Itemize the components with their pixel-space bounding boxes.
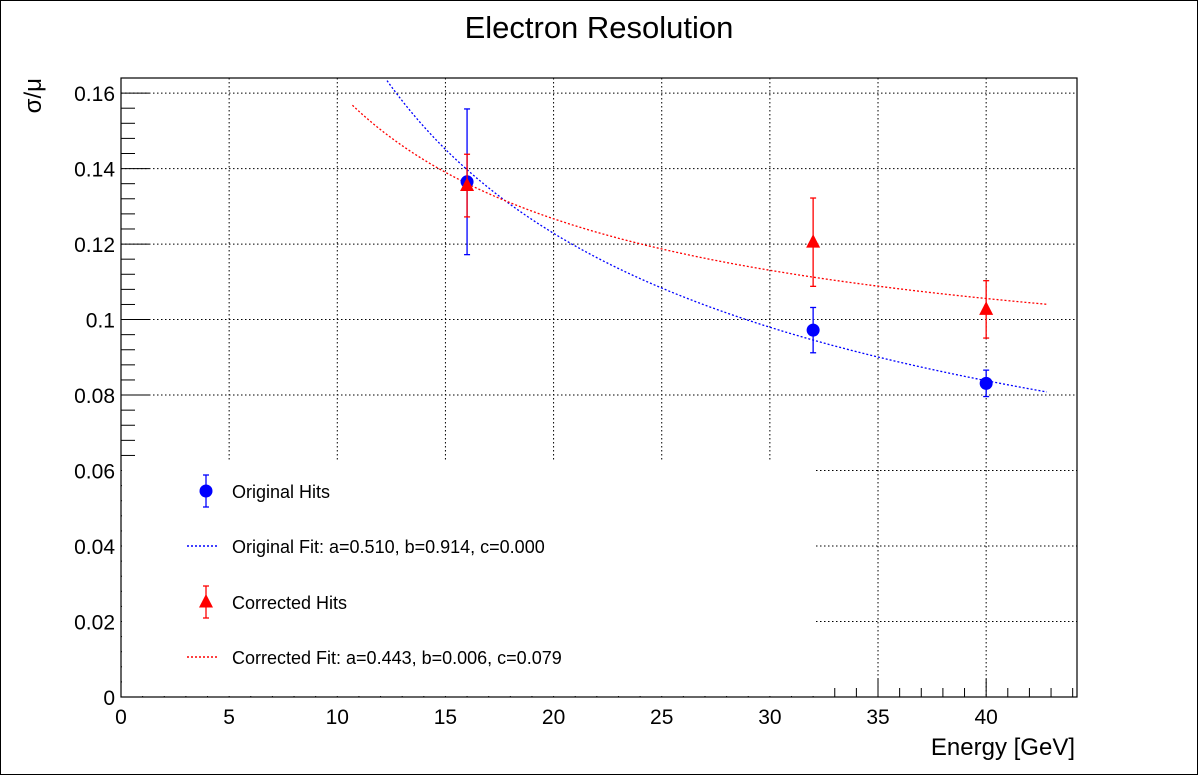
legend-background bbox=[122, 460, 816, 696]
plot-frame bbox=[120, 77, 1078, 698]
y-tick-label: 0.08 bbox=[74, 385, 115, 408]
y-tick-label: 0 bbox=[103, 687, 115, 710]
fit-curve bbox=[351, 104, 1047, 305]
legend-label: Original Hits bbox=[232, 482, 330, 502]
legend-circle-symbol bbox=[199, 484, 213, 498]
x-tick-label: 20 bbox=[542, 706, 565, 729]
data-point-circle bbox=[806, 323, 820, 337]
x-tick-label: 40 bbox=[974, 706, 997, 729]
legend-label: Corrected Hits bbox=[232, 593, 347, 613]
x-tick-label: 5 bbox=[223, 706, 235, 729]
plot-area: 0 5 10 15 20 25 30 35 40 0 0.02 0.04 0.06 0.08 0.1 0.12… bbox=[74, 77, 1078, 729]
data-point-triangle bbox=[979, 301, 994, 315]
y-tick-label: 0.1 bbox=[86, 310, 115, 333]
y-tick-label: 0.12 bbox=[74, 234, 115, 257]
y-tick-label: 0.06 bbox=[74, 461, 115, 484]
data-point-circle bbox=[979, 376, 993, 390]
y-axis-label: σ/μ bbox=[20, 78, 47, 113]
y-tick-label: 0.02 bbox=[74, 612, 115, 635]
legend-label: Original Fit: a=0.510, b=0.914, c=0.000 bbox=[232, 537, 545, 557]
x-axis-label: Energy [GeV] bbox=[931, 734, 1075, 761]
data-point-triangle bbox=[460, 177, 475, 192]
y-tick-label: 0.04 bbox=[74, 536, 115, 559]
x-tick-label: 10 bbox=[326, 706, 349, 729]
x-tick-label: 35 bbox=[866, 706, 889, 729]
x-tick-label: 30 bbox=[758, 706, 781, 729]
x-tick-label: 15 bbox=[434, 706, 457, 729]
legend-label: Corrected Fit: a=0.443, b=0.006, c=0.079 bbox=[232, 648, 562, 668]
x-tick-label: 0 bbox=[115, 706, 127, 729]
legend-triangle-symbol bbox=[199, 593, 213, 608]
x-tick-label: 25 bbox=[650, 706, 673, 729]
fit-curve bbox=[386, 80, 1047, 393]
y-tick-label: 0.14 bbox=[74, 159, 115, 182]
chart-title: Electron Resolution bbox=[465, 10, 734, 45]
data-point-triangle bbox=[806, 234, 821, 248]
y-tick-label: 0.16 bbox=[74, 83, 115, 106]
